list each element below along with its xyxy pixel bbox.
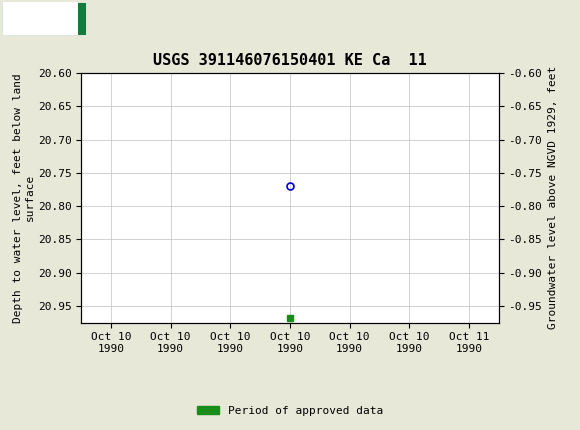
- Bar: [2, 2, 86, 35]
- Text: ≈USGS: ≈USGS: [10, 9, 75, 27]
- Y-axis label: Groundwater level above NGVD 1929, feet: Groundwater level above NGVD 1929, feet: [548, 66, 558, 329]
- Text: ≋USGS: ≋USGS: [3, 11, 63, 26]
- Bar: [3, 2, 78, 35]
- Legend: Period of approved data: Period of approved data: [193, 401, 387, 420]
- Y-axis label: Depth to water level, feet below land
surface: Depth to water level, feet below land su…: [13, 73, 35, 322]
- Title: USGS 391146076150401 KE Ca  11: USGS 391146076150401 KE Ca 11: [153, 53, 427, 68]
